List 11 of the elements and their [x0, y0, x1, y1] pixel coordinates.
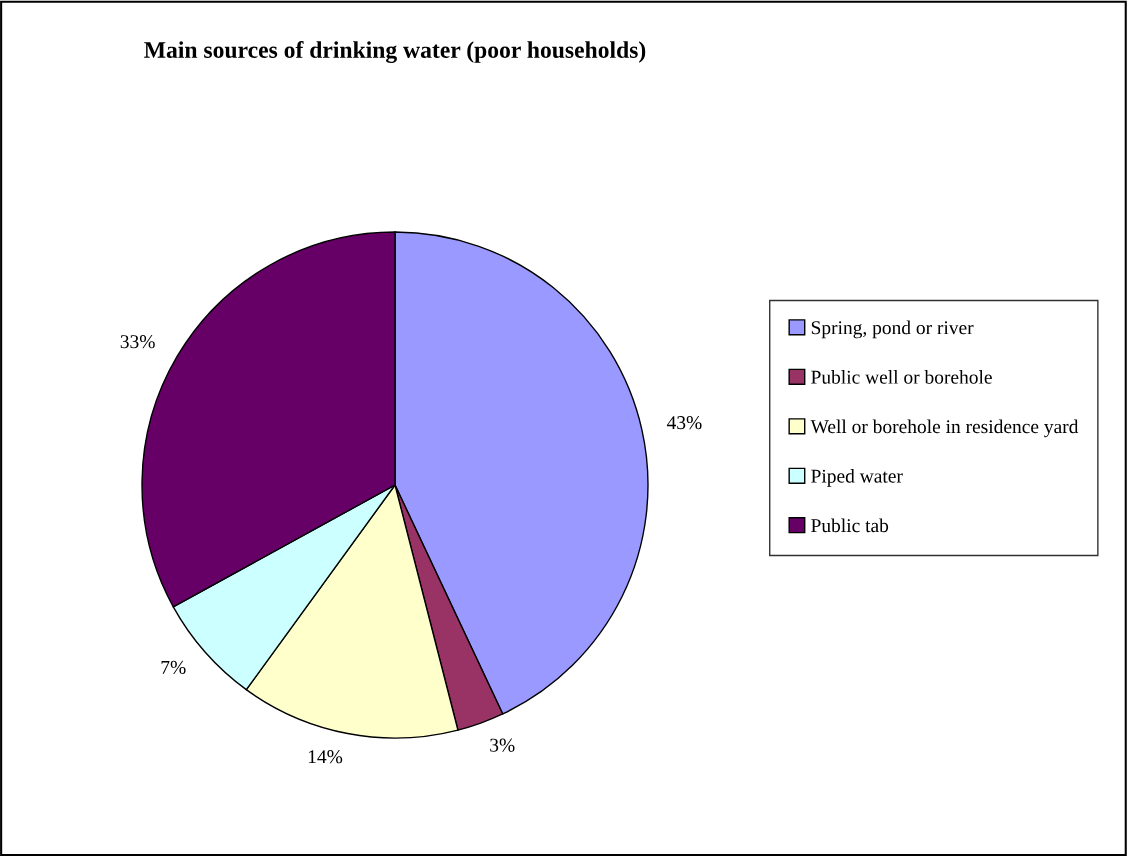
- legend-label: Public tab: [811, 518, 889, 533]
- legend-label: Piped water: [811, 469, 903, 487]
- data-label: 3%: [490, 738, 515, 752]
- data-label: 14%: [308, 750, 343, 764]
- legend-label: Public well or borehole: [811, 370, 992, 384]
- data-label: 43%: [666, 416, 702, 430]
- data-label: 7%: [161, 660, 186, 674]
- legend-label: Well or borehole in residence yard: [810, 419, 1079, 438]
- data-label: 33%: [120, 335, 155, 349]
- legend-label: Spring, pond or river: [811, 320, 974, 339]
- chart-title: Main sources of drinking water (poor households): [144, 41, 646, 63]
